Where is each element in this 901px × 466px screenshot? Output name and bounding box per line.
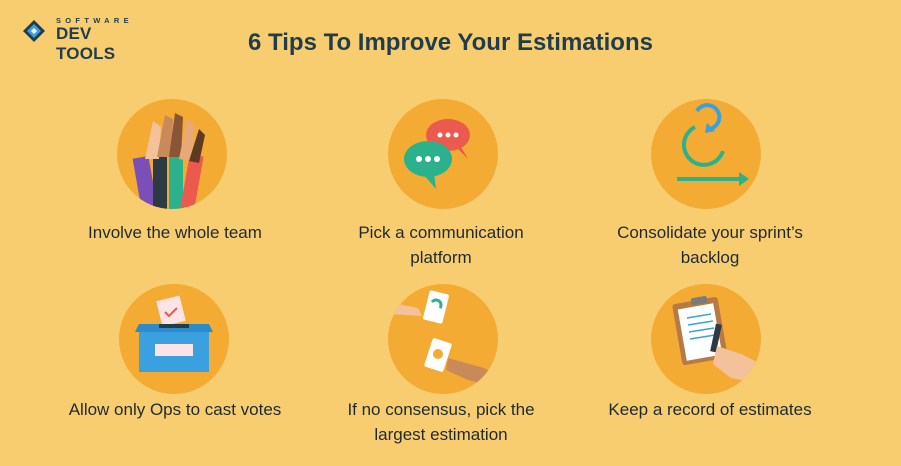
tip-2-line-2: platform bbox=[410, 248, 472, 267]
tip-3-caption: Consolidate your sprint’s backlog bbox=[560, 220, 860, 270]
exchange-cards-icon bbox=[388, 290, 498, 388]
tip-5-line-1: If no consensus, pick the bbox=[347, 400, 535, 419]
clipboard-sign-icon bbox=[672, 295, 761, 384]
tip-1-icon-circle bbox=[117, 99, 227, 209]
tip-1-line-1: Involve the whole team bbox=[88, 223, 262, 242]
tip-5-caption: If no consensus, pick the largest estima… bbox=[291, 397, 591, 447]
tip-2-line-1: Pick a communication bbox=[358, 223, 524, 242]
page-title: 6 Tips To Improve Your Estimations bbox=[248, 29, 653, 56]
tip-2-icon-circle bbox=[388, 99, 498, 209]
tip-1-caption: Involve the whole team bbox=[25, 220, 325, 245]
brand-logo: SOFTWARE DEV TOOLS bbox=[22, 16, 152, 63]
tip-4-line-1: Allow only Ops to cast votes bbox=[68, 400, 282, 419]
tip-4-icon-circle bbox=[119, 284, 229, 394]
tip-5-icon-circle bbox=[388, 284, 498, 394]
sprint-loop-icon bbox=[677, 103, 749, 186]
hands-together-icon bbox=[132, 113, 205, 209]
logo-diamond-icon bbox=[23, 20, 45, 42]
tip-6-icon-circle bbox=[651, 284, 761, 394]
brand-top-text: SOFTWARE bbox=[56, 16, 133, 25]
tip-3-line-1: Consolidate your sprint’s bbox=[617, 223, 803, 242]
tip-3-line-2: backlog bbox=[680, 248, 740, 267]
tip-6-line-1: Keep a record of estimates bbox=[608, 400, 812, 419]
tip-5-line-2: largest estimation bbox=[374, 425, 508, 444]
chat-bubbles-icon bbox=[404, 119, 470, 189]
tip-2-caption: Pick a communication platform bbox=[291, 220, 591, 270]
tip-4-caption: Allow only Ops to cast votes bbox=[25, 397, 325, 422]
ballot-box-icon bbox=[135, 295, 213, 372]
tip-3-icon-circle bbox=[651, 99, 761, 209]
brand-main-text: DEV TOOLS bbox=[56, 24, 116, 63]
tip-6-caption: Keep a record of estimates bbox=[560, 397, 860, 422]
